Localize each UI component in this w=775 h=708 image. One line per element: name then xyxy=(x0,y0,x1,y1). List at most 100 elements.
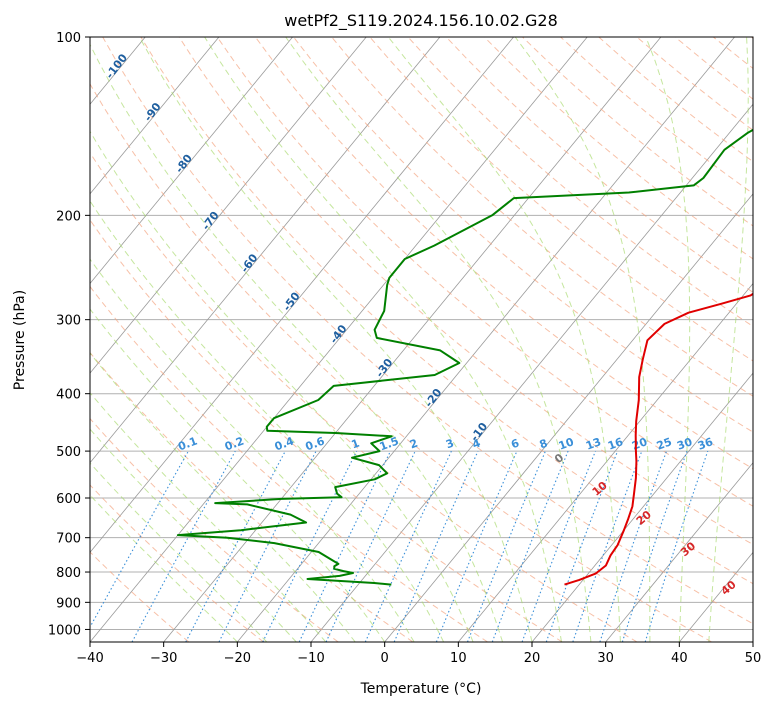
isotherm-label: -50 xyxy=(280,290,303,314)
x-tick-label: 30 xyxy=(597,651,614,666)
y-axis-title: Pressure (hPa) xyxy=(12,290,28,390)
isotherm-label: -30 xyxy=(373,356,396,380)
mixing-ratio-line xyxy=(218,450,317,642)
moist-adiabat-line xyxy=(90,43,503,642)
moist-adiabat-line xyxy=(514,37,651,642)
isotherm-label: -40 xyxy=(327,322,350,346)
moist-adiabat-line xyxy=(90,308,386,642)
dry-adiabat-line xyxy=(445,37,753,293)
dry-adiabat-line xyxy=(331,37,753,397)
isotherm-line xyxy=(163,37,662,642)
mixing-ratio-line xyxy=(131,450,236,642)
y-tick-label: 600 xyxy=(56,492,81,507)
x-tick-label: −30 xyxy=(150,651,177,666)
mixing-ratio-label: 0.6 xyxy=(304,434,327,453)
moist-adiabat-line xyxy=(90,494,238,642)
isotherm-line xyxy=(605,462,753,642)
y-tick-label: 1000 xyxy=(48,623,81,638)
y-tick-label: 900 xyxy=(56,596,81,611)
moist-adiabat-label: 20 xyxy=(634,508,654,528)
isotherm-line xyxy=(90,37,367,374)
mixing-ratio-label: 2 xyxy=(408,437,420,452)
dry-adiabat-line xyxy=(636,37,753,131)
dry-adiabat-line xyxy=(369,37,753,362)
mixing-ratio-line xyxy=(599,450,668,642)
moist-adiabat-line xyxy=(285,37,592,642)
mixing-ratio-label: 0.4 xyxy=(273,434,296,453)
isotherm-line xyxy=(90,37,514,554)
isotherm-label: -100 xyxy=(103,51,130,81)
x-tick-label: 40 xyxy=(671,651,688,666)
y-tick-label: 500 xyxy=(56,445,81,460)
mixing-ratio-label: 3 xyxy=(444,437,456,452)
x-tick-label: −20 xyxy=(224,651,251,666)
x-tick-label: 0 xyxy=(381,651,389,666)
mixing-ratio-label: 13 xyxy=(584,435,603,452)
mixing-ratio-label: 0.2 xyxy=(223,435,246,454)
isotherm-line xyxy=(237,37,735,642)
moist-adiabat-line xyxy=(645,37,691,642)
mixing-ratio-line xyxy=(364,450,452,642)
dry-adiabat-line xyxy=(90,417,339,642)
x-tick-label: −10 xyxy=(297,651,324,666)
moist-adiabat-line xyxy=(90,352,356,642)
dry-adiabat-line xyxy=(216,37,753,507)
moist-adiabat-label: 10 xyxy=(590,479,610,499)
mixing-ratio-label: 36 xyxy=(696,435,715,453)
isotherm-line xyxy=(310,103,753,642)
moist-adiabat-line xyxy=(204,37,562,642)
temperature-profile-line xyxy=(564,292,753,586)
dry-adiabat-line xyxy=(90,83,712,642)
dry-adiabat-line xyxy=(560,37,753,195)
moist-adiabat-line xyxy=(90,392,327,642)
moist-adiabat-line xyxy=(387,37,621,642)
plot-frame xyxy=(89,36,754,643)
dry-adiabat-line xyxy=(90,484,264,642)
dry-adiabat-line xyxy=(254,37,753,470)
moist-adiabat-line xyxy=(90,428,297,642)
moist-adiabat-line xyxy=(90,130,474,642)
moist-adiabat-line xyxy=(708,37,749,642)
mixing-ratio-label: 8 xyxy=(538,437,550,452)
isotherm-line xyxy=(531,372,753,642)
dewpoint-profile-line xyxy=(176,128,753,586)
mixing-ratio-label: 16 xyxy=(606,435,625,453)
isotherm-line xyxy=(90,37,220,195)
dry-adiabat-line xyxy=(712,37,753,70)
dry-adiabat-line xyxy=(293,37,753,433)
moist-adiabat-line xyxy=(90,258,415,642)
mixing-ratio-line xyxy=(572,450,643,642)
isotherm-line xyxy=(90,37,441,464)
mixing-ratio-line xyxy=(521,450,597,642)
isotherm-label: -90 xyxy=(141,100,164,124)
isotherm-line xyxy=(752,641,753,642)
isotherm-line xyxy=(90,37,293,285)
mixing-ratio-label: 1 xyxy=(350,437,362,452)
dry-adiabat-line xyxy=(90,351,414,642)
isotherm-label: -70 xyxy=(199,209,222,233)
mixing-ratio-line xyxy=(90,450,189,629)
moist-adiabat-label: 0 xyxy=(552,451,566,466)
mixing-ratio-label: 4 xyxy=(471,436,483,451)
x-tick-label: 10 xyxy=(450,651,467,666)
mixing-ratio-line xyxy=(393,450,479,642)
isotherm-label: -20 xyxy=(422,386,445,410)
dry-adiabat-line xyxy=(751,37,753,39)
x-tick-label: 20 xyxy=(524,651,541,666)
dry-adiabat-line xyxy=(90,219,563,642)
moist-adiabat-line xyxy=(90,462,268,642)
mixing-ratio-label: 30 xyxy=(675,435,694,453)
dry-adiabat-line xyxy=(90,285,488,642)
mixing-ratio-line xyxy=(545,450,619,642)
isotherm-line xyxy=(0,37,72,642)
isotherm-line xyxy=(90,37,588,642)
mixing-ratio-label: 25 xyxy=(655,435,674,452)
chart-title: wetPf2_S119.2024.156.10.02.G28 xyxy=(284,11,558,31)
dry-adiabat-line xyxy=(90,551,190,642)
y-tick-label: 700 xyxy=(56,532,81,547)
moist-adiabat-line xyxy=(138,37,533,642)
dry-adiabat-line xyxy=(90,151,638,642)
x-tick-label: −40 xyxy=(76,651,103,666)
